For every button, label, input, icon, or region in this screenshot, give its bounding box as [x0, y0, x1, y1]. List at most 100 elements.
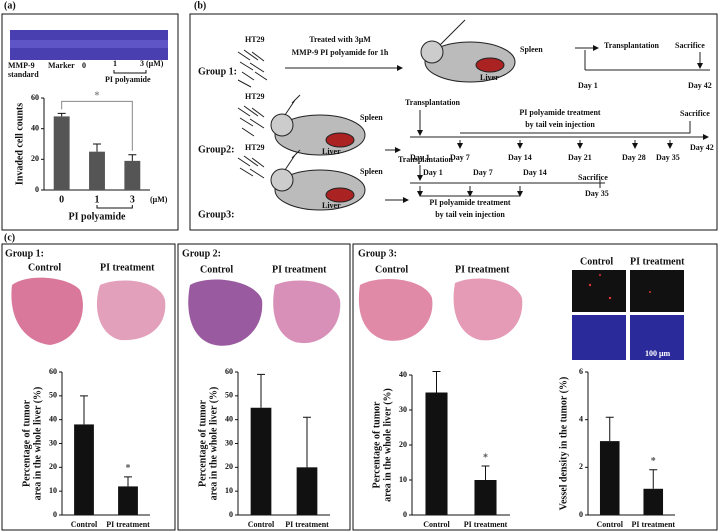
- bracket: [61, 100, 133, 151]
- y-tick-label: 30: [49, 438, 57, 447]
- error-bar: [57, 112, 66, 117]
- event: Transplantation: [604, 41, 660, 50]
- cell-label: HT29: [245, 92, 265, 101]
- error-bar: [432, 371, 441, 393]
- organ: Liver: [322, 201, 341, 210]
- organ: Liver: [322, 147, 341, 156]
- y-tick-label: 60: [225, 367, 233, 376]
- group-title: Group 1:: [5, 248, 44, 259]
- gel-label: 3 (μM): [140, 59, 164, 68]
- x-tick-label: PI treatment: [631, 520, 675, 529]
- frame-a: [1, 13, 179, 231]
- y-tick-label: 40: [31, 123, 39, 132]
- x-tick-label: Control: [423, 520, 450, 529]
- day: Day 28: [622, 153, 646, 162]
- bar: [74, 424, 94, 515]
- gel-label: 0: [82, 61, 86, 70]
- treatment: by tail vein injection: [435, 210, 505, 219]
- x-tick-label: 1: [95, 194, 100, 205]
- y-axis-label: Percentage of tumor: [371, 401, 382, 489]
- error-bar: [128, 154, 137, 161]
- y-axis-label: Invaded cell counts: [14, 103, 25, 185]
- y-tick-label: 20: [49, 462, 57, 471]
- bracket: [113, 70, 147, 74]
- cell-label: HT29: [245, 35, 265, 44]
- x-tick-label: PI treatment: [464, 520, 508, 529]
- y-tick-label: 30: [225, 438, 233, 447]
- group-title: Group 2:: [182, 248, 221, 259]
- y-axis-label: Percentage of tumor: [197, 399, 208, 487]
- x-tick-label: PI treatment: [285, 520, 329, 529]
- treatment: MMP-9 PI polyamide for 1h: [292, 48, 389, 57]
- panel-label: (b): [194, 0, 206, 11]
- organ: Spleen: [360, 113, 383, 122]
- frame-c1: [1, 243, 176, 531]
- day: Day 7: [450, 153, 470, 162]
- y-tick-label: 0: [35, 185, 39, 194]
- treatment: PI polyamide treatment: [519, 108, 601, 117]
- bar: [118, 486, 138, 515]
- bracket: [96, 205, 133, 209]
- y-tick-label: 50: [225, 391, 233, 400]
- day: Day 42: [688, 81, 712, 90]
- x-unit: (μM): [150, 195, 168, 204]
- event: Transplantation: [398, 155, 454, 164]
- gel-label: PI polyamide: [105, 75, 151, 84]
- error-bar: [303, 416, 311, 468]
- bar: [89, 151, 105, 190]
- x-tick-label: 0: [59, 194, 64, 205]
- day: Day 42: [690, 143, 714, 152]
- group-title: Group 3:: [358, 248, 397, 259]
- bar: [643, 488, 664, 515]
- day: Day 35: [656, 153, 680, 162]
- frame-c2: [177, 243, 351, 531]
- day: Day 14: [508, 153, 532, 162]
- annotation: *: [95, 91, 100, 102]
- y-tick-label: 40: [49, 414, 57, 423]
- day: Day 7: [473, 168, 493, 177]
- gel-label: standard: [8, 70, 39, 79]
- y-tick-label: 50: [49, 391, 57, 400]
- x-tick-label: Control: [248, 520, 275, 529]
- error-bar: [605, 416, 614, 442]
- image-label: PI treatment: [630, 256, 685, 267]
- annotation: *: [126, 463, 131, 474]
- bar: [599, 441, 620, 515]
- x-tick-label: Control: [596, 520, 623, 529]
- error-bar: [257, 373, 265, 408]
- x-tick-label: Control: [71, 520, 98, 529]
- error-bar: [93, 143, 101, 152]
- y-tick-label: 10: [225, 486, 233, 495]
- y-tick-label: 4: [579, 414, 583, 423]
- y-tick-label: 2: [579, 462, 583, 471]
- x-axis-label: PI polyamide: [69, 211, 127, 222]
- y-tick-label: 40: [225, 414, 233, 423]
- panel-label: (a): [4, 0, 16, 11]
- image-label: Control: [375, 264, 408, 275]
- group-title: Group 1:: [198, 66, 237, 77]
- y-tick-label: 10: [399, 475, 407, 484]
- error-bar: [124, 476, 132, 487]
- panel-label: (c): [4, 232, 15, 243]
- organ: Spleen: [520, 45, 543, 54]
- y-tick-label: 0: [403, 510, 407, 519]
- frame-b: [189, 13, 718, 231]
- y-tick-label: 6: [579, 367, 583, 376]
- y-axis-label: area in the whole liver (%): [208, 387, 219, 501]
- cell-label: HT29: [245, 143, 265, 152]
- event: Sacrifice: [680, 109, 710, 118]
- event: Sacrifice: [675, 41, 705, 50]
- gel-label: Marker: [48, 61, 75, 70]
- day: Day 1: [410, 153, 430, 162]
- treatment: Treated with 3μM: [309, 35, 371, 44]
- treatment: by tail vein injection: [525, 120, 595, 129]
- image-label: Control: [580, 256, 613, 267]
- bar: [474, 480, 497, 515]
- error-bar: [80, 395, 88, 425]
- diagram-art: [237, 19, 710, 211]
- scale-bar: 100 μm: [645, 349, 671, 358]
- bar: [296, 467, 318, 515]
- y-axis-label: Vessel density in the tumor (%): [558, 377, 569, 511]
- day: Day 1: [423, 168, 443, 177]
